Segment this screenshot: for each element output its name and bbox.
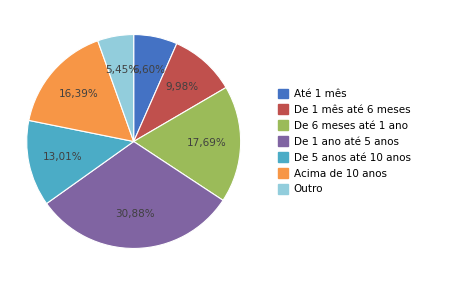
Text: 17,69%: 17,69% — [187, 138, 226, 149]
Text: 13,01%: 13,01% — [43, 152, 83, 162]
Wedge shape — [134, 87, 241, 200]
Wedge shape — [29, 41, 134, 142]
Wedge shape — [134, 35, 177, 142]
Wedge shape — [27, 120, 134, 203]
Legend: Até 1 mês, De 1 mês até 6 meses, De 6 meses até 1 ano, De 1 ano até 5 anos, De 5: Até 1 mês, De 1 mês até 6 meses, De 6 me… — [278, 89, 411, 194]
Text: 6,60%: 6,60% — [132, 65, 165, 75]
Wedge shape — [98, 35, 134, 142]
Text: 30,88%: 30,88% — [115, 209, 155, 219]
Wedge shape — [134, 44, 226, 142]
Text: 16,39%: 16,39% — [59, 89, 99, 99]
Text: 9,98%: 9,98% — [165, 82, 199, 92]
Wedge shape — [47, 142, 223, 248]
Text: 5,45%: 5,45% — [105, 65, 138, 75]
